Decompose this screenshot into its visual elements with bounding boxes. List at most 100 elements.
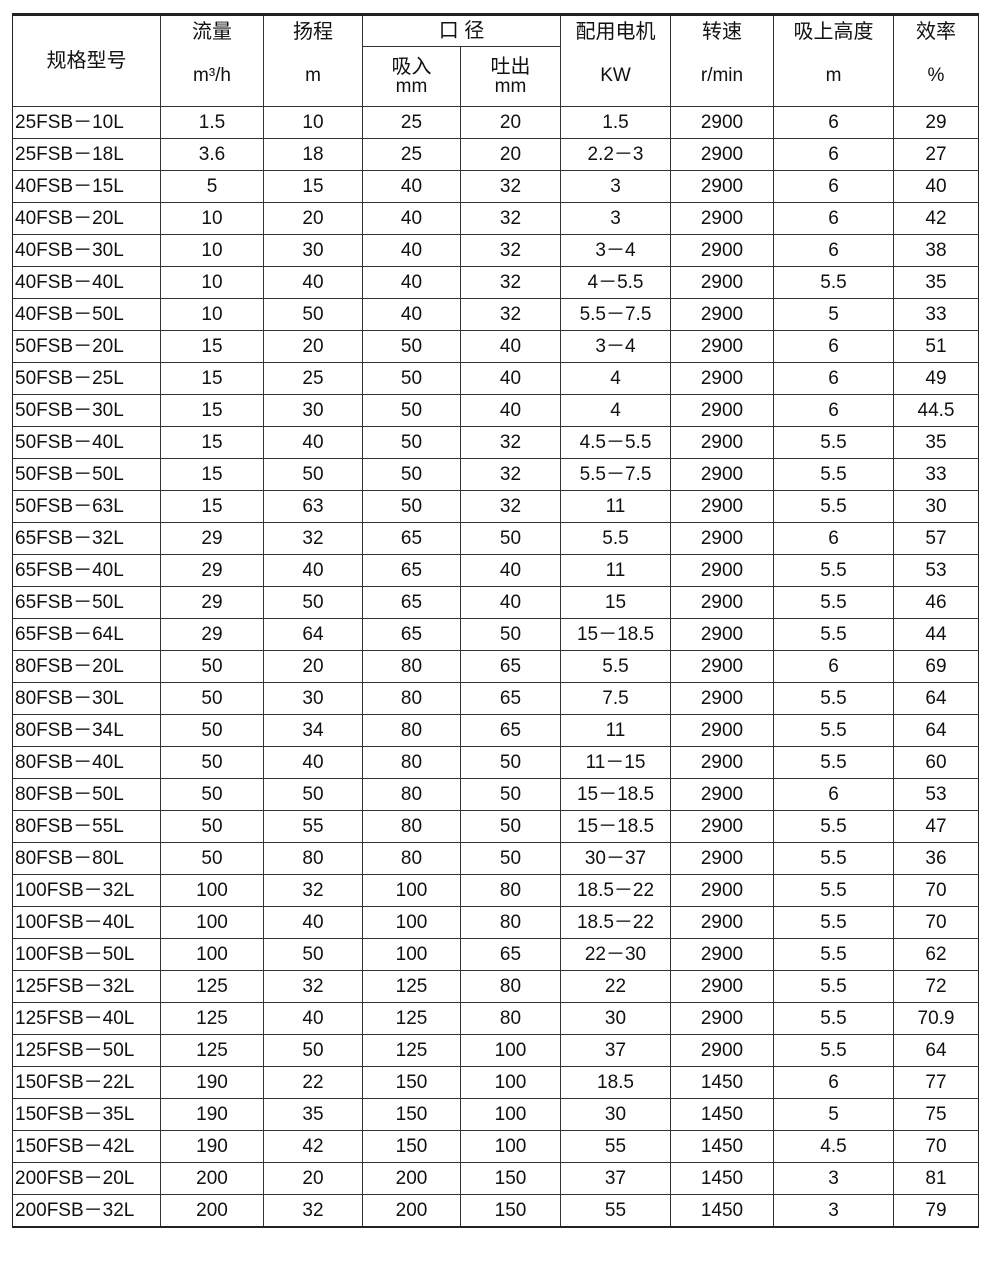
cell-outlet: 80: [460, 874, 561, 907]
cell-flow: 3.6: [160, 138, 264, 171]
cell-model: 125FSB－32L: [12, 970, 161, 1003]
cell-flow: 100: [160, 874, 264, 907]
cell-head: 32: [263, 970, 363, 1003]
cell-head: 32: [263, 522, 363, 555]
cell-model: 50FSB－30L: [12, 394, 161, 427]
cell-motor: 18.5: [560, 1066, 671, 1099]
cell-model: 50FSB－50L: [12, 458, 161, 491]
cell-efficiency: 44.5: [893, 394, 979, 427]
cell-head: 15: [263, 170, 363, 203]
table-row: 200FSB－32L 200 32 200 150 55 1450 3 79: [12, 1194, 979, 1228]
table-row: 125FSB－32L 125 32 125 80 22 2900 5.5 72: [12, 970, 979, 1003]
cell-suction: 6: [773, 778, 894, 811]
cell-motor: 5.5－7.5: [560, 298, 671, 331]
cell-speed: 1450: [670, 1066, 774, 1099]
header-efficiency-unit: %: [927, 65, 945, 86]
cell-flow: 15: [160, 362, 264, 395]
cell-flow: 50: [160, 778, 264, 811]
cell-outlet: 50: [460, 842, 561, 875]
cell-model: 80FSB－20L: [12, 650, 161, 683]
cell-efficiency: 77: [893, 1066, 979, 1099]
cell-inlet: 150: [362, 1130, 461, 1163]
cell-speed: 2900: [670, 778, 774, 811]
cell-efficiency: 57: [893, 522, 979, 555]
cell-model: 25FSB－18L: [12, 138, 161, 171]
cell-suction: 5.5: [773, 266, 894, 299]
cell-efficiency: 35: [893, 266, 979, 299]
cell-suction: 5.5: [773, 1034, 894, 1067]
cell-motor: 1.5: [560, 106, 671, 139]
cell-head: 30: [263, 234, 363, 267]
header-head-unit: m: [305, 65, 321, 86]
cell-head: 40: [263, 266, 363, 299]
header-efficiency: 效率%: [893, 14, 979, 107]
cell-efficiency: 70.9: [893, 1002, 979, 1035]
cell-outlet: 65: [460, 938, 561, 971]
cell-inlet: 50: [362, 490, 461, 523]
cell-suction: 5.5: [773, 714, 894, 747]
cell-head: 25: [263, 362, 363, 395]
cell-efficiency: 64: [893, 1034, 979, 1067]
cell-outlet: 100: [460, 1130, 561, 1163]
cell-head: 35: [263, 1098, 363, 1131]
cell-head: 50: [263, 778, 363, 811]
cell-model: 50FSB－25L: [12, 362, 161, 395]
cell-motor: 3: [560, 202, 671, 235]
cell-model: 40FSB－30L: [12, 234, 161, 267]
cell-flow: 15: [160, 490, 264, 523]
cell-outlet: 65: [460, 714, 561, 747]
cell-suction: 6: [773, 170, 894, 203]
cell-inlet: 65: [362, 586, 461, 619]
cell-inlet: 65: [362, 618, 461, 651]
cell-inlet: 100: [362, 874, 461, 907]
header-motor-unit: KW: [600, 65, 631, 86]
cell-flow: 50: [160, 842, 264, 875]
cell-outlet: 100: [460, 1066, 561, 1099]
cell-head: 20: [263, 1162, 363, 1195]
cell-suction: 3: [773, 1194, 894, 1228]
table-row: 50FSB－30L 15 30 50 40 4 2900 6 44.5: [12, 394, 979, 427]
cell-suction: 3: [773, 1162, 894, 1195]
cell-flow: 50: [160, 810, 264, 843]
cell-head: 50: [263, 586, 363, 619]
cell-inlet: 80: [362, 746, 461, 779]
cell-suction: 6: [773, 106, 894, 139]
cell-suction: 6: [773, 362, 894, 395]
cell-speed: 2900: [670, 650, 774, 683]
cell-head: 20: [263, 202, 363, 235]
cell-speed: 2900: [670, 810, 774, 843]
table-row: 65FSB－64L 29 64 65 50 15－18.5 2900 5.5 44: [12, 618, 979, 651]
cell-motor: 4－5.5: [560, 266, 671, 299]
cell-inlet: 40: [362, 298, 461, 331]
cell-head: 30: [263, 394, 363, 427]
table-body: 25FSB－10L 1.5 10 25 20 1.5 2900 6 29 25FSB－18L 3.6…: [12, 106, 979, 1228]
cell-motor: 15－18.5: [560, 778, 671, 811]
header-speed-unit: r/min: [700, 65, 744, 86]
header-head-label: 扬程: [293, 21, 333, 43]
cell-flow: 15: [160, 426, 264, 459]
cell-speed: 2900: [670, 298, 774, 331]
cell-speed: 2900: [670, 330, 774, 363]
cell-inlet: 80: [362, 682, 461, 715]
cell-suction: 6: [773, 394, 894, 427]
cell-outlet: 32: [460, 202, 561, 235]
cell-motor: 3－4: [560, 330, 671, 363]
cell-efficiency: 46: [893, 586, 979, 619]
header-suction: 吸上高度 m: [773, 14, 894, 107]
cell-suction: 6: [773, 138, 894, 171]
table-row: 40FSB－50L 10 50 40 32 5.5－7.5 2900 5 33: [12, 298, 979, 331]
cell-speed: 1450: [670, 1194, 774, 1228]
cell-outlet: 65: [460, 650, 561, 683]
cell-head: 40: [263, 746, 363, 779]
cell-speed: 2900: [670, 266, 774, 299]
cell-efficiency: 33: [893, 458, 979, 491]
cell-flow: 200: [160, 1194, 264, 1228]
table-row: 125FSB－40L 125 40 125 80 30 2900 5.5 70.9: [12, 1002, 979, 1035]
cell-efficiency: 60: [893, 746, 979, 779]
cell-motor: 2.2－3: [560, 138, 671, 171]
cell-motor: 30: [560, 1098, 671, 1131]
table-row: 25FSB－10L 1.5 10 25 20 1.5 2900 6 29: [12, 106, 979, 139]
cell-efficiency: 70: [893, 1130, 979, 1163]
cell-model: 65FSB－40L: [12, 554, 161, 587]
cell-inlet: 50: [362, 458, 461, 491]
